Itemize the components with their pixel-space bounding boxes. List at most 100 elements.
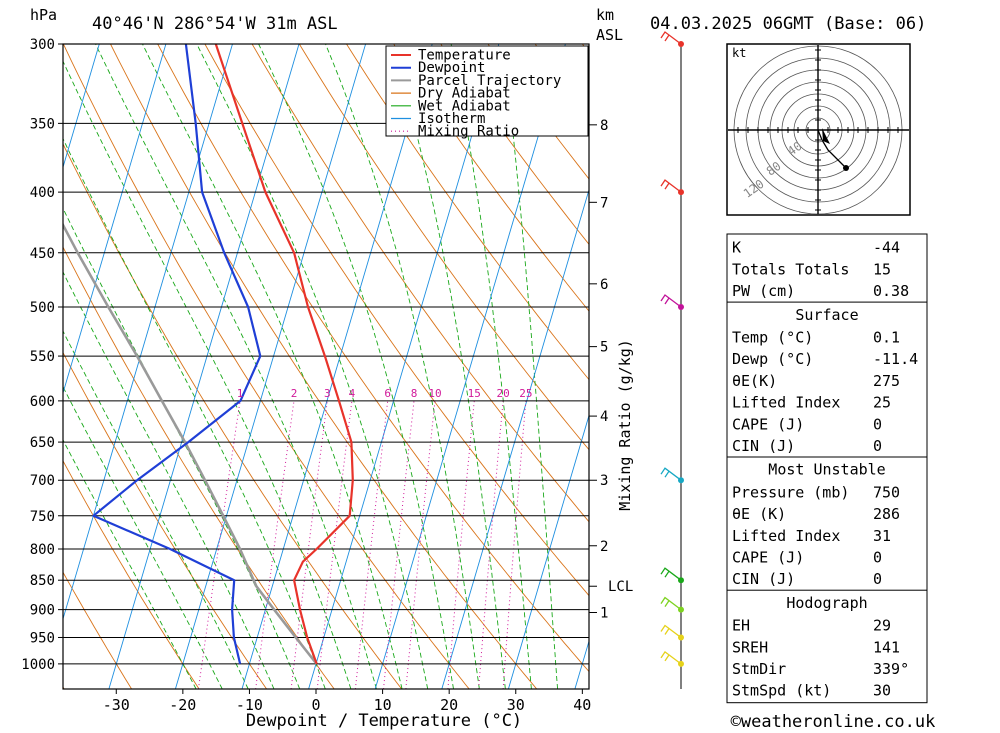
mixing-ratio-label: 8 [411, 387, 418, 400]
surface-value: 25 [873, 394, 891, 412]
profile-series [63, 44, 354, 665]
temperature-tick-label: -20 [169, 696, 196, 714]
height-tick-label: 3 [600, 473, 608, 489]
isotherm-line [374, 44, 566, 689]
km-label: km [596, 6, 614, 24]
temperature-tick-labels: -30 -20 -10 0 10 20 30 40 [103, 689, 591, 714]
isotherm-line [63, 44, 233, 621]
surface-label: Lifted Index [732, 394, 840, 412]
mixing-ratio-line [354, 400, 389, 689]
legend-label: Dry Adiabat [418, 86, 511, 102]
credit-label: ©weatheronline.co.uk [731, 712, 936, 732]
isotherm-line [0, 44, 33, 689]
wet-adiabat-line [63, 60, 352, 689]
height-tick-label: 8 [600, 118, 608, 134]
dry-adiabat-line [63, 246, 335, 689]
dry-adiabat-line [157, 44, 589, 673]
mixing-ratio-labels: 1 2 3 4 6 8 10 15 20 25 [237, 387, 533, 400]
wet-adiabat-line [258, 44, 454, 689]
hodograph-trace [817, 129, 847, 169]
legend-label: Dewpoint [418, 60, 485, 76]
mixing-ratio-label: 6 [384, 387, 391, 400]
pressure-tick-label: 500 [30, 300, 55, 316]
wet-adiabat-line [63, 439, 197, 689]
dry-adiabat-line [63, 460, 200, 689]
wind-barb [660, 624, 682, 639]
index-value: 0.38 [873, 282, 909, 300]
parcel-trajectory-line [63, 222, 318, 665]
wet-adiabat-line [142, 44, 403, 689]
mixing-ratio-line [197, 400, 241, 689]
index-value: -44 [873, 239, 900, 257]
hodograph-stat-label: EH [732, 617, 750, 635]
surface-value: -11.4 [873, 350, 918, 368]
dry-adiabat-line [393, 44, 589, 312]
wind-barb [660, 31, 682, 45]
mixing-ratio-line [502, 400, 527, 689]
index-label: Totals Totals [732, 260, 849, 278]
hodograph-unit-label: kt [732, 46, 746, 60]
dewpoint-line [92, 44, 262, 665]
mixing-ratio-line [447, 400, 475, 689]
plot-frame [62, 43, 590, 690]
surface-label: Temp (°C) [732, 329, 813, 347]
index-value: 15 [873, 260, 891, 278]
height-tick-label: 1 [600, 606, 608, 622]
mixing-ratio-line [405, 400, 436, 689]
x-axis-label: Dewpoint / Temperature (°C) [246, 711, 522, 731]
wet-adiabat-line [63, 385, 223, 689]
dry-adiabat-line [110, 44, 538, 689]
temperature-line [214, 44, 354, 665]
hodograph-stat-value: 30 [873, 682, 891, 700]
hodograph-ring-label: 80 [764, 159, 784, 179]
pressure-tick-label: 700 [30, 473, 55, 489]
wind-profile [660, 31, 684, 689]
dry-adiabat-line [63, 44, 470, 689]
most-unstable-label: Pressure (mb) [732, 483, 849, 501]
mixing-ratio-line [383, 400, 415, 689]
wet-adiabat-line [63, 137, 326, 689]
hodograph-stat-label: StmSpd (kt) [732, 682, 831, 700]
dry-adiabat-line [204, 44, 589, 597]
pressure-tick-label: 450 [30, 246, 55, 262]
legend-label: Parcel Trajectory [418, 73, 561, 89]
temperature-tick-label: 30 [507, 696, 525, 714]
pressure-tick-label: 650 [30, 435, 55, 451]
isotherm-line [441, 188, 589, 689]
dry-adiabats [63, 44, 589, 689]
dry-adiabat-line [251, 44, 589, 523]
most-unstable-label: CAPE (J) [732, 549, 804, 567]
height-tick-label: 5 [600, 340, 608, 356]
wind-barb [660, 596, 682, 611]
index-label: PW (cm) [732, 282, 795, 300]
most-unstable-value: 0 [873, 570, 882, 588]
wet-adiabat-line [390, 44, 506, 689]
dry-adiabat-line [63, 143, 403, 689]
wet-adiabats [63, 44, 559, 689]
mixing-ratio-label: 20 [496, 387, 509, 400]
dry-adiabat-line [63, 571, 132, 689]
most-unstable-value: 286 [873, 505, 900, 523]
legend-label: Wet Adiabat [418, 98, 511, 114]
wind-barb [660, 467, 682, 481]
legend-label: Temperature [418, 48, 511, 64]
pressure-tick-label: 350 [30, 116, 55, 132]
mixing-ratio-label: 10 [428, 387, 441, 400]
isotherm-line [108, 44, 300, 689]
wet-adiabat-line [196, 44, 429, 689]
wind-barb [660, 650, 682, 665]
hodograph-arrow [822, 128, 830, 144]
mixing-ratio-label: 2 [291, 387, 298, 400]
dry-adiabat-line [346, 44, 589, 381]
height-tick-label: 4 [600, 409, 608, 425]
pressure-tick-label: 900 [30, 603, 55, 619]
mixing-ratio-label: 25 [519, 387, 532, 400]
temperature-tick-label: -10 [236, 696, 263, 714]
wet-adiabat-line [63, 207, 301, 689]
skewt-plot-area [0, 44, 589, 689]
index-label: K [732, 239, 741, 257]
mixing-ratio-axis-label: Mixing Ratio (g/kg) [616, 339, 634, 511]
wet-adiabat-line [325, 44, 480, 689]
